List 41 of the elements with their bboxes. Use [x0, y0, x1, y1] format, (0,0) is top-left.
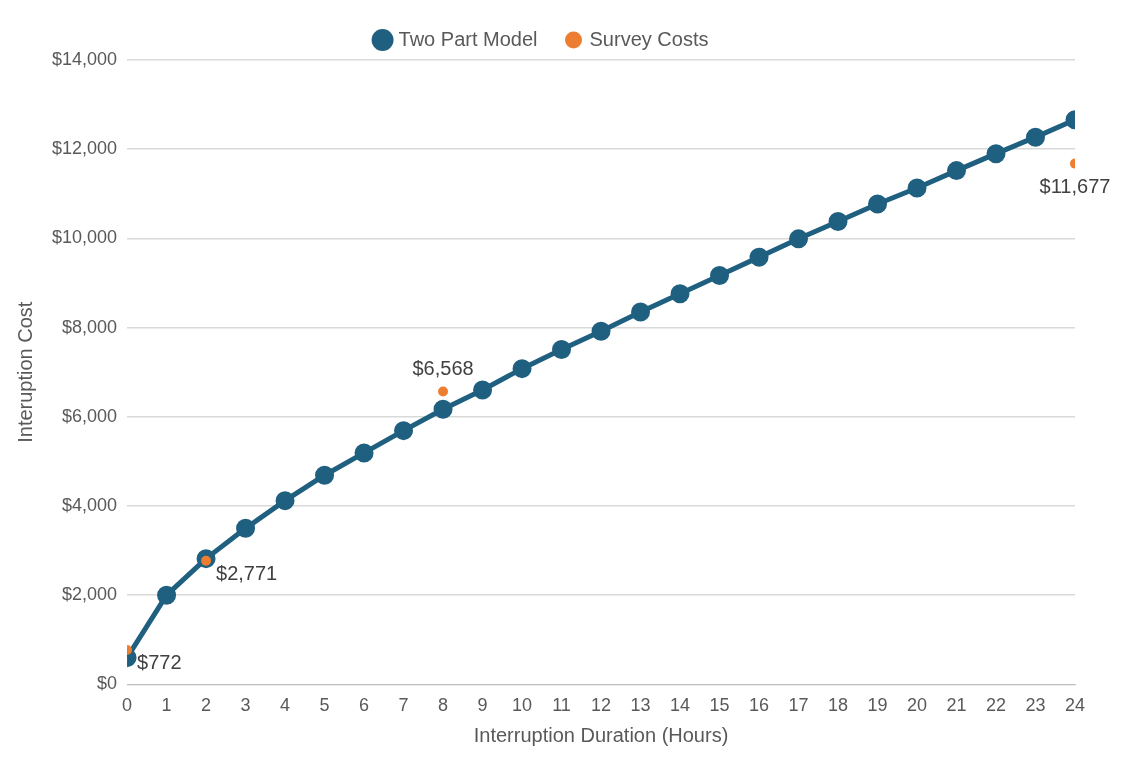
x-tick-label: 7 — [398, 695, 409, 716]
y-tick-label: $12,000 — [51, 138, 118, 159]
y-axis-title: Interuption Cost — [13, 301, 36, 443]
x-tick-label: 15 — [709, 695, 730, 716]
x-tick-label: 18 — [828, 695, 849, 716]
data-label: $6,568 — [412, 356, 474, 379]
x-tick-label: 0 — [122, 695, 133, 716]
x-tick-label: 4 — [280, 695, 291, 716]
x-tick-label: 5 — [319, 695, 330, 716]
x-tick-label: 3 — [240, 695, 251, 716]
y-tick-label: $4,000 — [62, 494, 118, 515]
y-tick-label: $2,000 — [62, 584, 118, 605]
y-tick-label: $14,000 — [51, 48, 118, 69]
x-tick-label: 21 — [946, 695, 967, 716]
y-tick-label: $10,000 — [51, 227, 118, 248]
x-tick-label: 17 — [788, 695, 809, 716]
x-tick-label: 8 — [438, 695, 449, 716]
x-tick-label: 19 — [867, 695, 888, 716]
y-tick-label: $0 — [97, 673, 118, 694]
x-axis-title: Interruption Duration (Hours) — [473, 723, 729, 746]
x-tick-label: 11 — [552, 695, 571, 716]
x-tick-label: 9 — [477, 695, 488, 716]
legend-label: Two Part Model — [398, 27, 538, 50]
x-tick-label: 6 — [359, 695, 370, 716]
legend-label: Survey Costs — [589, 27, 709, 50]
x-tick-label: 10 — [512, 695, 533, 716]
y-tick-label: $6,000 — [62, 405, 118, 426]
x-tick-label: 24 — [1064, 695, 1086, 716]
x-tick-label: 16 — [749, 695, 770, 716]
x-tick-label: 22 — [985, 695, 1007, 716]
data-label: $772 — [137, 651, 182, 674]
x-tick-label: 2 — [201, 695, 212, 716]
x-tick-label: 23 — [1025, 695, 1046, 716]
data-label: $11,677 — [1039, 175, 1111, 198]
x-tick-label: 14 — [670, 695, 691, 716]
x-tick-label: 20 — [907, 695, 928, 716]
y-tick-label: $8,000 — [62, 316, 118, 337]
x-tick-label: 13 — [630, 695, 651, 716]
x-tick-label: 12 — [591, 695, 612, 716]
data-label: $2,771 — [216, 562, 278, 585]
x-tick-label: 1 — [161, 695, 172, 716]
